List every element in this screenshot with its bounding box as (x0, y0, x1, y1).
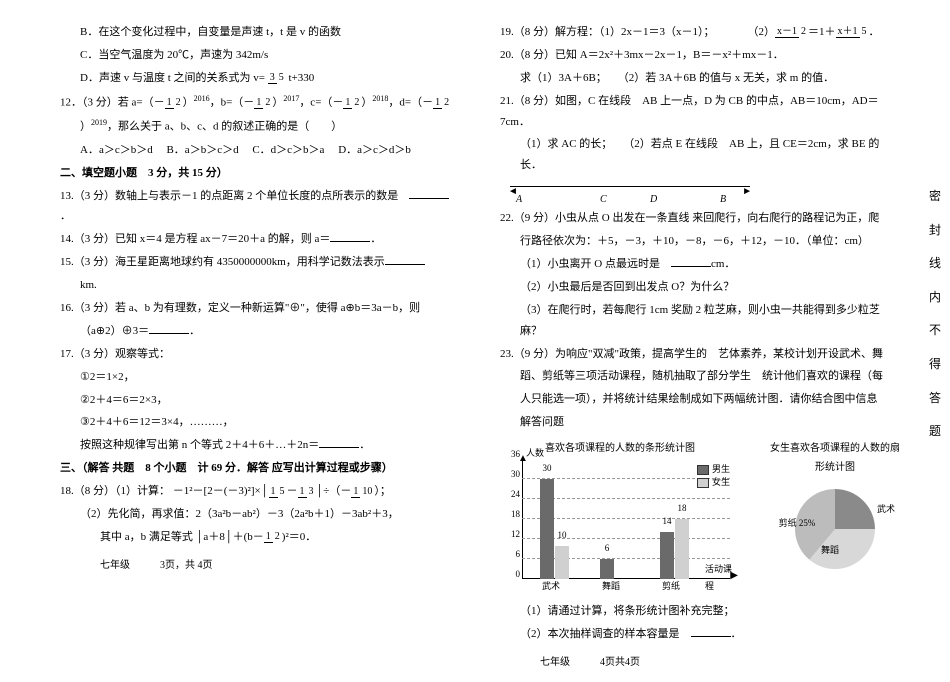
q18-2b: 其中 a，b 满足等式 │a＋8│＋(b－12)²＝0． (60, 527, 460, 548)
q16-a: 16.（3 分）若 a、b 为有理数，定义一种新运算"⊕"，使得 a⊕b＝3a－… (60, 298, 460, 319)
q21-b: （1）求 AC 的长； （2）若点 E 在线段 AB 上，且 CE＝2cm，求 … (500, 134, 900, 176)
q12-c: C．d＞c＞b＞a (252, 144, 324, 156)
point-b: B (720, 190, 726, 209)
q20: 20.（8 分）已知 A＝2x²＋3mx－2x－1，B＝－x²＋mx－1． (500, 45, 900, 66)
q12-b: B．a＞b＞c＞d (166, 144, 238, 156)
binding-margin-text: 密 封 线 内 不 得 答 题 (928, 180, 942, 449)
q13: 13.（3 分）数轴上与表示－1 的点距离 2 个单位长度的点所表示的数是 ． (60, 186, 460, 228)
q17: 17.（3 分）观察等式： (60, 344, 460, 365)
q17-eq1: ①2＝1×2， (60, 367, 460, 388)
section-2-header: 二、填空题小题 3 分，共 15 分） (60, 163, 460, 184)
legend: 男生 女生 (697, 463, 730, 488)
q11d-post: t+330 (288, 72, 314, 84)
q12-line2: ）2019，那么关于 a、b、c、d 的叙述正确的是（ ） (60, 115, 460, 138)
q14: 14.（3 分）已知 x＝4 是方程 ax－7＝20＋a 的解，则 a＝． (60, 229, 460, 250)
left-column: B．在这个变化过程中，自变量是声速 t，t 是 v 的函数 C．当空气温度为 2… (60, 20, 460, 672)
bar-chart: 喜欢各项课程的人数的条形统计图 ▲ ▶ 人数 0 6 12 18 24 30 3… (500, 439, 740, 599)
section-3-header: 三、（解答 共题 8 个小题 计 69 分．解答 应写出计算过程或步骤） (60, 458, 460, 479)
q23-b: 蹈、剪纸等三项活动课程，随机抽取了部分学生 统计他们喜欢的课程（每 (500, 366, 900, 387)
q20-sub: 求（1）3A＋6B； （2）若 3A＋6B 的值与 x 无关，求 m 的值． (500, 68, 900, 89)
q19: 19.（8 分）解方程：（1）2x－1＝3（x－1）； （2）x－12＝1＋x＋… (500, 22, 900, 43)
footer-right: 七年级 4页共4页 (500, 653, 900, 672)
q15: 15.（3 分）海王星距离地球约有 4350000000km，用科学记数法表示 (60, 252, 460, 273)
q11-opt-b: B．在这个变化过程中，自变量是声速 t，t 是 v 的函数 (60, 22, 460, 43)
q23-c: 人只能选一项），并将统计结果绘制成如下两幅统计图．请你结合图中信息 (500, 389, 900, 410)
q23-d: 解答问题 (500, 412, 900, 433)
bar-jianzhi-m (660, 532, 674, 579)
pie-label-wushu: 武术 (877, 501, 895, 518)
q11-opt-c: C．当空气温度为 20℃，声速为 342m/s (60, 45, 460, 66)
q18-1: 18.（8 分）（1）计算： －1²－[2－(－3)²]×│15－13│÷（－1… (60, 481, 460, 502)
chart-area: 喜欢各项课程的人数的条形统计图 ▲ ▶ 人数 0 6 12 18 24 30 3… (500, 439, 900, 599)
pie-chart: 女生喜欢各项课程的人数的扇形统计图 武术 剪纸 25% 舞蹈 (770, 439, 900, 599)
point-c: C (600, 190, 607, 209)
q12-d: D．a＞c＞d＞b (338, 144, 411, 156)
q16-b: （a⊕2）⊕3＝． (60, 321, 460, 342)
q22-1: （1）小虫离开 O 点最远时是 cm． (500, 254, 900, 275)
q17-eq2: ②2＋4＝6＝2×3， (60, 390, 460, 411)
q11-opt-d: D．声速 v 与温度 t 之间的关系式为 v= 35 t+330 (60, 68, 460, 89)
q23-1: （1）请通过计算，将条形统计图补充完整； (500, 601, 900, 622)
x-axis-label: 活动课程 (705, 561, 740, 595)
q18-2: （2）先化简，再求值：2（3a²b－ab²）－3（2a²b＋1）－3ab²＋3， (60, 504, 460, 525)
segment-diagram: ◄ ► A C D B (510, 180, 750, 204)
footer-left: 七年级 3页，共 4页 (60, 556, 460, 575)
q11d-pre: D．声速 v 与温度 t 之间的关系式为 v= (80, 72, 265, 84)
q12-line1: 12．（3 分）若 a=（－12）2016，b=（－12）2017，c=（－12… (60, 91, 460, 114)
bar-jianzhi-f (675, 519, 689, 579)
point-d: D (650, 190, 657, 209)
frac-3-5: 35 (268, 73, 286, 83)
bar-wushu-m (540, 479, 554, 579)
q17-tail: 按照这种规律写出第 n 个等式 2＋4＋6＋…＋2n＝． (60, 435, 460, 456)
pie-chart-title: 女生喜欢各项课程的人数的扇形统计图 (770, 439, 900, 477)
bar-wudao-m (600, 559, 614, 579)
q15-tail: km. (60, 275, 460, 296)
q22-2: （2）小虫最后是否回到出发点 O？为什么？ (500, 277, 900, 298)
bar-wushu-f (555, 546, 569, 579)
right-column: 19.（8 分）解方程：（1）2x－1＝3（x－1）； （2）x－12＝1＋x＋… (500, 20, 900, 672)
q12-a: A．a＞c＞b＞d (80, 144, 153, 156)
q22-a: 22.（9 分）小虫从点 O 出发在一条直线 来回爬行，向右爬行的路程记为正，爬 (500, 208, 900, 229)
q12-options: A．a＞c＞b＞d B．a＞b＞c＞d C．d＞c＞b＞a D．a＞c＞d＞b (60, 140, 460, 161)
pie-label-wudao: 舞蹈 (821, 542, 839, 559)
q21-a: 21.（8 分）如图，C 在线段 AB 上一点，D 为 CB 的中点，AB＝10… (500, 91, 900, 133)
pie-label-jianzhi: 剪纸 25% (777, 515, 817, 532)
point-a: A (516, 190, 522, 209)
q23-2: （2）本次抽样调查的样本容量是 ． (500, 624, 900, 645)
q23-a: 23.（9 分）为响应"双减"政策，提高学生的 艺体素养，某校计划开设武术、舞 (500, 344, 900, 365)
q17-eq3: ③2＋4＋6＝12＝3×4，………， (60, 412, 460, 433)
q22-b: 行路径依次为：＋5，－3，＋10，－8，－6，＋12，－10．（单位：cm） (500, 231, 900, 252)
q22-3: （3）在爬行时，若每爬行 1cm 奖励 2 粒芝麻，则小虫一共能得到多少粒芝麻？ (500, 300, 900, 342)
